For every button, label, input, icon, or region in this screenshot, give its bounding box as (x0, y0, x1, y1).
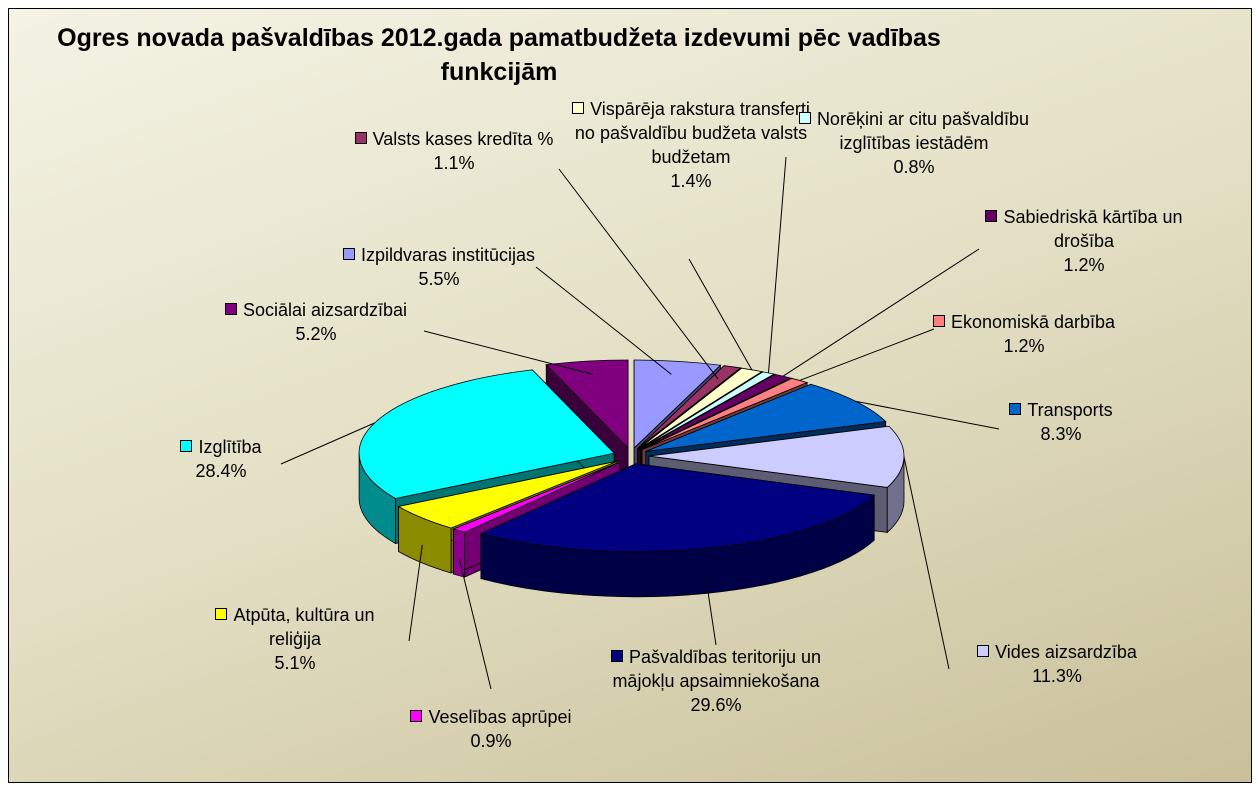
value-label: 1.2% (1063, 255, 1105, 275)
leader-line (280, 422, 375, 465)
legend-swatch (977, 645, 990, 657)
chart-title: Ogres novada pašvaldības 2012.gada pamat… (57, 24, 941, 86)
leader-line (903, 456, 950, 670)
category-label: Norēķini ar citu pašvaldību izglītības i… (816, 109, 1030, 153)
category-label: Vispārēja rakstura transferti no pašvald… (574, 99, 810, 167)
value-label: 28.4% (195, 461, 247, 481)
legend-swatch (354, 132, 367, 144)
slice (638, 367, 763, 450)
leader-line (799, 328, 935, 381)
data-label: Valsts kases kredīta % 1.1% (339, 127, 569, 175)
legend-swatch (410, 710, 423, 722)
category-label: Ekonomiskā darbība (950, 312, 1116, 332)
leader-line (458, 557, 492, 690)
slice (397, 460, 618, 529)
leader-line (855, 400, 1000, 430)
leader-line (408, 544, 423, 642)
legend-swatch (610, 650, 623, 662)
leader-line (423, 330, 593, 375)
legend-swatch (1009, 403, 1022, 415)
leader-line (705, 575, 717, 646)
data-label: Vispārēja rakstura transferti no pašvald… (571, 97, 811, 193)
leader-line (688, 258, 753, 371)
chart: Ogres novada pašvaldības 2012.gada pamat… (8, 8, 1252, 783)
value-label: 5.2% (295, 324, 337, 344)
data-label: Vides aizsardzība 11.3% (947, 640, 1167, 688)
category-label: Pašvaldības teritoriju un mājokļu apsaim… (612, 647, 822, 691)
slice (358, 369, 615, 499)
data-label: Izpildvaras institūcijas 5.5% (299, 243, 579, 291)
data-label: Pašvaldības teritoriju un mājokļu apsaim… (596, 645, 836, 717)
slice (639, 371, 776, 450)
data-label: Sabiedriskā kārtība un drošība 1.2% (979, 205, 1189, 277)
category-label: Sabiedriskā kārtība un drošība (1003, 207, 1183, 251)
data-label: Sociālai aizsardzībai 5.2% (186, 298, 446, 346)
legend-swatch (572, 102, 585, 114)
category-label: Atpūta, kultūra un reliģija (233, 605, 375, 649)
category-label: Veselības aprūpei (428, 707, 572, 727)
legend-swatch (215, 608, 228, 620)
value-label: 29.6% (690, 695, 742, 715)
category-label: Izglītība (198, 437, 262, 457)
value-label: 5.1% (274, 653, 316, 673)
legend-swatch (985, 210, 998, 222)
data-label: Ekonomiskā darbība 1.2% (914, 310, 1134, 358)
slice (633, 359, 722, 449)
value-label: 1.2% (1003, 336, 1045, 356)
legend-swatch (180, 440, 193, 452)
leader-line (558, 168, 719, 380)
data-label: Norēķini ar citu pašvaldību izglītības i… (794, 107, 1034, 179)
legend-swatch (342, 248, 355, 260)
value-label: 0.8% (893, 157, 935, 177)
data-label: Izglītība 28.4% (141, 435, 301, 483)
category-label: Valsts kases kredīta % (372, 129, 554, 149)
leader-line (535, 266, 672, 375)
slice (640, 373, 793, 450)
slice (479, 463, 876, 553)
value-label: 11.3% (1032, 666, 1082, 686)
legend-swatch (798, 112, 811, 124)
category-label: Sociālai aizsardzībai (242, 300, 408, 320)
leader-line (767, 156, 787, 374)
value-label: 0.9% (470, 731, 512, 751)
slice (452, 461, 620, 533)
data-label: Atpūta, kultūra un reliģija 5.1% (190, 603, 400, 675)
legend-swatch (224, 303, 237, 315)
value-label: 8.3% (1040, 424, 1082, 444)
legend-swatch (932, 315, 945, 327)
leader-line (782, 248, 980, 377)
data-label: Transports 8.3% (961, 398, 1161, 446)
pie-plot (280, 156, 1000, 690)
slice (637, 365, 742, 449)
data-label: Veselības aprūpei 0.9% (371, 705, 611, 753)
category-label: Vides aizsardzība (995, 642, 1137, 662)
value-label: 5.5% (418, 269, 460, 289)
category-label: Transports (1027, 400, 1113, 420)
category-label: Izpildvaras institūcijas (360, 245, 536, 265)
slice-wall (453, 528, 466, 578)
value-label: 1.4% (670, 171, 712, 191)
slice (545, 359, 629, 449)
value-label: 1.1% (433, 153, 475, 173)
